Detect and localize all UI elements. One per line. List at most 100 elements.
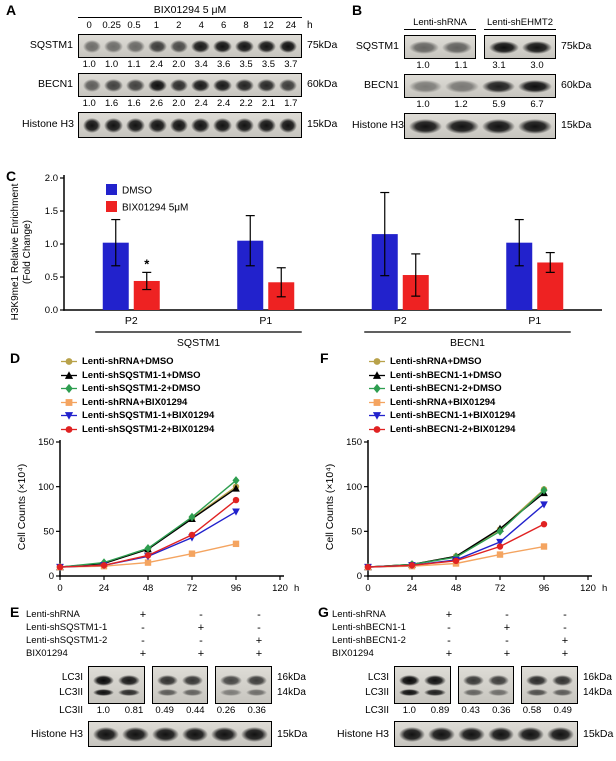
condition-row: BIX01294 + + + [332, 647, 616, 660]
lc3-lane [551, 667, 574, 703]
blot-becn1 [78, 73, 302, 97]
legend-entry: Lenti-shBECN1-1+BIX01294 [368, 409, 515, 423]
histone-row: Histone H3 15kDa [332, 721, 616, 747]
blot-row: 0 0.25 0.5 1 2 4 6 8 12 24 h [22, 20, 346, 31]
marker-triangle-down [496, 538, 504, 547]
gene-group-label: SQSTM1 [177, 337, 220, 349]
condition-symbol: + [197, 621, 205, 634]
lc3-lane [526, 667, 548, 703]
kda-label: 16kDa [583, 672, 612, 683]
condition-symbol: + [139, 608, 147, 621]
x-tick-label: 24 [407, 583, 418, 594]
legend-label: Lenti-shBECN1-1+DMSO [390, 369, 502, 381]
lane-time-label: 4 [198, 20, 204, 31]
panel-f-legend: Lenti-shRNA+DMSO Lenti-shBECN1-1+DMSO Lent… [368, 355, 515, 436]
blot-band [457, 726, 485, 742]
band-label: LC3I [367, 672, 389, 683]
x-tick-label: 48 [451, 583, 462, 594]
category-label: P1 [259, 315, 272, 327]
band-label: LC3II [59, 687, 83, 698]
marker-triangle-down [232, 508, 240, 516]
marker-square [144, 559, 152, 566]
condition-symbol: + [561, 634, 569, 647]
legend-label: Lenti-shRNA+DMSO [390, 356, 482, 368]
blot-group [484, 35, 556, 59]
y-tick-label: 1.5 [45, 206, 58, 217]
blot-band [488, 674, 510, 686]
row-kda-label: 60kDa [307, 78, 338, 90]
marker-circle [56, 563, 64, 571]
marker-square [496, 551, 504, 558]
condition-row: Lenti-shBECN1-1 - + - [332, 621, 616, 634]
blot-row: Lenti-shRNA Lenti-shEHMT2 [352, 17, 606, 32]
lc3-kda-labels: 16kDa 14kDa [272, 670, 310, 700]
marker-triangle-up [64, 371, 74, 379]
blot-band [213, 117, 233, 133]
blot-band [526, 688, 548, 696]
histone-label: Histone H3 [31, 728, 83, 740]
blot-row: 1.0 1.6 1.6 2.6 2.0 2.4 2.4 2.2 2.1 1.7 [22, 98, 346, 109]
y-tick-label: 0.5 [45, 272, 58, 283]
condition-table: Lenti-shRNA + - - Lenti-shSQSTM1-1- + - Lenti-s… [26, 608, 310, 660]
panel-label-g: G [318, 604, 329, 620]
lane-time-headers: 0 0.25 0.5 1 2 4 6 8 12 24 [78, 20, 302, 31]
blot-band [518, 118, 552, 134]
y-tick-label: 1.0 [45, 239, 58, 250]
quant-value: 0.49 [553, 705, 572, 716]
blot-band [518, 79, 552, 93]
blot-band [169, 39, 189, 53]
quant-value: 0.49 [155, 705, 174, 716]
marker-circle [373, 425, 381, 433]
quant-value: 0.43 [461, 705, 480, 716]
quant-value: 3.0 [530, 60, 544, 71]
lc3ii-quant-label: LC3II [59, 705, 83, 716]
quant-value: 2.4 [194, 98, 208, 109]
blot-band [147, 78, 167, 92]
blot-band [156, 674, 179, 686]
blot-band [445, 79, 479, 93]
marker-circle [496, 543, 504, 550]
quant-value: 1.0 [105, 59, 119, 70]
blot-band [245, 688, 268, 696]
condition-table: Lenti-shRNA + - - Lenti-shBECN1-1- + - Lenti-sh… [332, 608, 616, 660]
condition-row: BIX01294 + + + [26, 647, 310, 660]
row-protein-label: Histone H3 [22, 118, 74, 130]
quant-value: 0.58 [522, 705, 542, 716]
condition-symbol: - [447, 634, 451, 647]
blot-band [220, 688, 242, 696]
quant-value: 2.0 [172, 98, 186, 109]
quant-value: 2.4 [149, 59, 164, 70]
legend-swatch [106, 201, 117, 212]
legend-entry: Lenti-shSQSTM1-2+BIX01294 [60, 423, 214, 437]
blot-band [182, 688, 204, 696]
quant-value: 1.0 [402, 705, 416, 716]
blot-band [104, 39, 124, 53]
condition-row: Lenti-shRNA + - - [26, 608, 310, 621]
quant-value: 0.36 [492, 705, 511, 716]
histone-kda: 15kDa [583, 728, 614, 740]
panel-a-western-blots: BIX01294 5 μM 0 0.25 0.5 1 2 4 6 8 12 24 h SQSTM1 75k… [22, 4, 346, 139]
row-blot-area: BIX01294 5 μM [78, 4, 302, 20]
marker-circle [408, 562, 416, 569]
blot-band [93, 674, 115, 686]
condition-name: BIX01294 [332, 648, 374, 659]
blot-band [118, 674, 140, 686]
row-blot-area [78, 109, 302, 139]
blot-band [424, 688, 446, 696]
blot-band [256, 78, 276, 92]
lc3-lane [118, 667, 140, 703]
quant-value: 3.5 [239, 59, 253, 70]
panel-d-legend: Lenti-shRNA+DMSO Lenti-shSQSTM1-1+DMSO Len… [60, 355, 214, 436]
y-tick-label: 2.0 [45, 173, 58, 184]
blot-band [256, 117, 276, 133]
quant-value: 2.6 [149, 98, 164, 109]
quant-value: 3.5 [261, 59, 276, 70]
blot-band [526, 674, 548, 686]
blot-band [169, 117, 189, 133]
blot-band [399, 688, 421, 696]
blot-band [441, 40, 472, 54]
blot-band [546, 726, 574, 742]
legend-entry: Lenti-shSQSTM1-1+DMSO [60, 369, 214, 383]
blot-row: Histone H3 15kDa [352, 110, 606, 140]
y-tick-label: 0 [357, 571, 362, 582]
